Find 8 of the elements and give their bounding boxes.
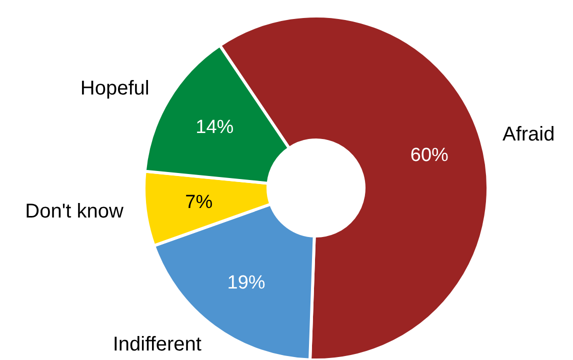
- data-label: 60%: [410, 144, 449, 166]
- data-label: 14%: [196, 117, 234, 138]
- slice-label: Hopeful: [80, 78, 150, 100]
- data-label: 7%: [185, 192, 213, 213]
- slice-label: Afraid: [502, 124, 555, 146]
- slice-label: Don't know: [25, 200, 124, 223]
- slice-label: Indifferent: [112, 334, 202, 356]
- data-label: 19%: [227, 272, 266, 294]
